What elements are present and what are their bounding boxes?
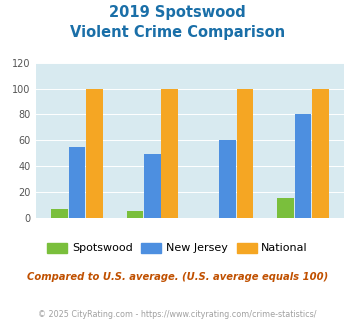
Bar — [237, 88, 253, 218]
Bar — [277, 198, 294, 218]
Bar — [219, 140, 236, 218]
Bar — [127, 211, 143, 218]
Text: © 2025 CityRating.com - https://www.cityrating.com/crime-statistics/: © 2025 CityRating.com - https://www.city… — [38, 310, 317, 319]
Bar — [161, 88, 178, 218]
Legend: Spotswood, New Jersey, National: Spotswood, New Jersey, National — [43, 238, 312, 258]
Bar — [69, 147, 85, 218]
Bar — [295, 115, 311, 218]
Bar — [312, 88, 328, 218]
Text: 2019 Spotswood: 2019 Spotswood — [109, 5, 246, 20]
Text: Violent Crime Comparison: Violent Crime Comparison — [70, 25, 285, 40]
Text: Compared to U.S. average. (U.S. average equals 100): Compared to U.S. average. (U.S. average … — [27, 272, 328, 282]
Bar — [86, 88, 103, 218]
Bar — [51, 209, 68, 218]
Bar — [144, 154, 160, 218]
